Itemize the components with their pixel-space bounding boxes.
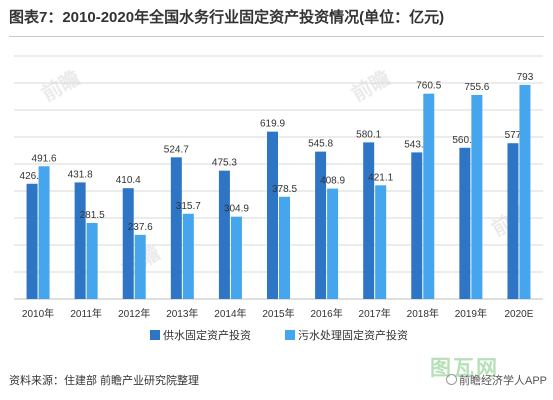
data-label: 315.7: [176, 201, 201, 212]
bar-water-supply: [459, 147, 471, 299]
bar-sewage: [423, 93, 435, 299]
site-watermark: 图瓦网: [430, 357, 499, 380]
data-label: 304.9: [224, 204, 249, 215]
data-label: 543.0: [404, 139, 429, 150]
bar-chart: 426.8 491.6 2010年 431.8 281.5 2011年 410.4 237.6…: [14, 55, 543, 342]
bar-sewage: [327, 188, 339, 299]
data-label: 421.1: [368, 172, 393, 183]
data-label: 524.7: [164, 144, 189, 155]
data-label: 426.8: [20, 171, 45, 182]
legend-label: 供水固定资产投资: [163, 328, 251, 342]
data-label: 560.1: [452, 135, 477, 146]
x-tick-label: 2016年: [310, 307, 342, 320]
source-note: 资料来源：住建部 前瞻产业研究院整理: [9, 375, 200, 387]
x-tick-label: 2011年: [70, 307, 102, 320]
data-label: 237.6: [128, 222, 153, 233]
x-tick-label: 2012年: [118, 307, 150, 320]
bar-water-supply: [218, 170, 230, 299]
bar-water-supply: [507, 143, 519, 299]
data-label: 755.6: [464, 82, 489, 93]
bar-sewage: [279, 196, 290, 299]
bar-water-supply: [74, 182, 86, 299]
bar-water-supply: [122, 188, 134, 299]
bar-water-supply: [315, 151, 327, 299]
x-tick-label: 2019年: [455, 307, 487, 320]
bar-sewage: [375, 185, 387, 299]
data-label: 545.8: [308, 139, 333, 150]
data-label: 431.8: [68, 169, 93, 180]
legend-label: 污水处理固定资产投资: [298, 328, 408, 342]
data-label: 760.5: [416, 81, 441, 92]
x-tick-label: 2015年: [262, 307, 294, 320]
bar-sewage: [134, 234, 146, 299]
x-tick-label: 2018年: [407, 307, 439, 320]
bar-water-supply: [363, 142, 375, 299]
bar-sewage: [182, 213, 194, 299]
x-tick-label: 2013年: [166, 307, 198, 320]
data-label: 580.1: [356, 129, 381, 140]
data-label: 793: [517, 72, 534, 83]
x-tick-label: 2014年: [214, 307, 246, 320]
x-tick-label: 2010年: [22, 307, 54, 320]
chart-title: 图表7：2010-2020年全国水务行业固定资产投资情况(单位：亿元): [9, 9, 445, 26]
x-tick-label: 2020E: [504, 309, 533, 320]
bar-water-supply: [411, 152, 423, 299]
data-label: 281.5: [80, 210, 105, 221]
brand-label: 前瞻经济学人APP: [458, 375, 547, 387]
data-label: 577: [505, 130, 522, 141]
data-label: 619.9: [260, 119, 285, 130]
brand-credit: 前瞻经济学人APP: [445, 372, 547, 388]
x-tick-label: 2017年: [359, 307, 391, 320]
bar-water-supply: [170, 157, 182, 299]
bar-sewage: [471, 94, 483, 299]
data-label: 475.3: [212, 158, 237, 169]
legend-swatch: [285, 330, 295, 340]
data-label: 491.6: [32, 153, 57, 164]
bar-sewage: [519, 84, 531, 299]
bar-sewage: [86, 222, 98, 299]
bar-sewage: [230, 216, 242, 299]
bar-water-supply: [26, 183, 38, 299]
bar-sewage: [38, 166, 50, 299]
data-label: 410.4: [116, 175, 141, 186]
brand-logo-icon: [445, 374, 457, 385]
title-divider: [9, 36, 544, 37]
legend-swatch: [150, 330, 160, 340]
bar-water-supply: [267, 131, 278, 299]
data-label: 378.5: [272, 184, 297, 195]
data-label: 408.9: [320, 176, 345, 187]
